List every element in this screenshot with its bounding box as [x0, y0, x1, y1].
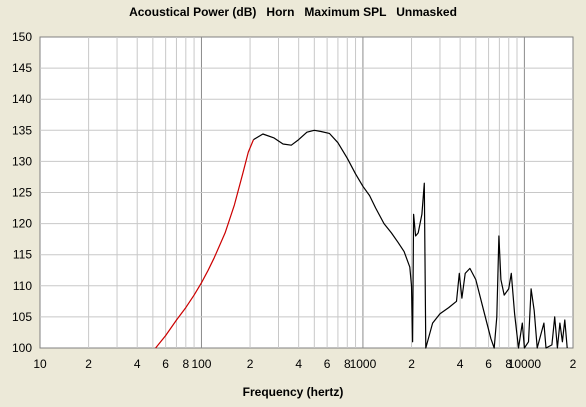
series-line-2	[253, 129, 568, 349]
x-tick-label: 8	[344, 357, 351, 371]
y-tick-label: 115	[13, 248, 32, 262]
x-tick-label: 4	[134, 357, 141, 371]
y-tick-label: 105	[12, 310, 32, 324]
x-tick-label: 4	[295, 357, 302, 371]
x-tick-label: 2	[85, 357, 92, 371]
y-tick-label: 110	[13, 279, 32, 293]
grid	[40, 37, 573, 348]
x-tick-label: 2	[408, 357, 415, 371]
x-tick-label: 2	[570, 357, 577, 371]
x-tick-label: 1000	[350, 357, 377, 371]
x-axis-label: Frequency (hertz)	[242, 385, 344, 399]
x-tick-label: 6	[324, 357, 331, 371]
chart-title: Acoustical Power (dB) Horn Maximum SPL U…	[129, 5, 457, 19]
x-tick-label: 6	[162, 357, 169, 371]
x-tick-label: 4	[457, 357, 464, 371]
x-tick-label: 8	[182, 357, 189, 371]
x-tick-label: 10000	[508, 357, 542, 371]
y-tick-label: 100	[12, 341, 32, 355]
series	[155, 129, 568, 349]
y-tick-label: 125	[12, 186, 32, 200]
x-tick-label: 8	[505, 357, 512, 371]
y-tick-label: 150	[12, 30, 32, 44]
series-line-1	[155, 139, 255, 349]
y-tick-label: 130	[12, 154, 32, 168]
x-tick-label: 10	[33, 357, 47, 371]
y-tick-label: 145	[12, 61, 32, 75]
y-tick-label: 135	[12, 123, 32, 137]
x-tick-label: 100	[191, 357, 211, 371]
y-tick-label: 140	[12, 92, 32, 106]
x-tick-label: 2	[247, 357, 254, 371]
x-tick-label: 6	[485, 357, 492, 371]
y-tick-label: 120	[12, 217, 32, 231]
